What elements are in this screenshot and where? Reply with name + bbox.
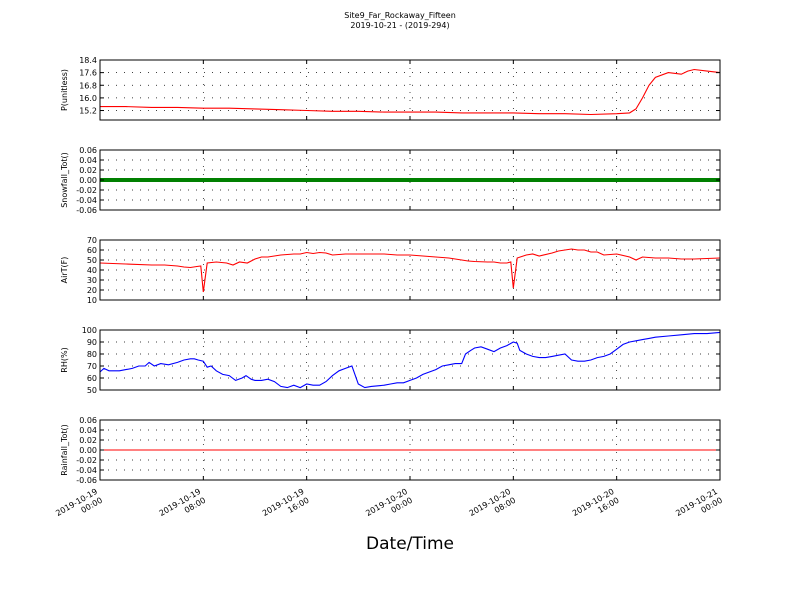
- y-tick-label: 40: [87, 266, 97, 275]
- y-tick-label: -0.04: [76, 196, 97, 205]
- panel-1: 15.2 16.0 16.8 17.6 18.4 P(unitless): [60, 56, 721, 121]
- data-line-series-1: [100, 68, 720, 116]
- y-tick-label: -0.02: [76, 186, 97, 195]
- figure-subtitle: 2019-10-21 - (2019-294): [350, 21, 450, 30]
- y-axis-label: Snowfall_Tot(): [60, 152, 69, 208]
- data-line-series-1: [100, 331, 720, 389]
- y-tick-label: 70: [87, 236, 97, 245]
- y-axis-label: RH(%): [60, 347, 69, 372]
- y-axis-label: P(unitless): [60, 69, 69, 111]
- panel-5: -0.06-0.04-0.020.000.020.040.06 Rainfall_…: [60, 416, 721, 485]
- panel-4: 50 60 70 80 90 100 RH(%): [60, 326, 721, 395]
- x-tick-label: 2019-10-1916:00: [261, 487, 311, 527]
- y-tick-label: 50: [87, 256, 97, 265]
- y-tick-label: 15.2: [79, 107, 97, 116]
- y-tick-label: 100: [82, 326, 97, 335]
- y-tick-label: 30: [87, 276, 97, 285]
- y-tick-label: -0.06: [76, 206, 97, 215]
- y-tick-label: 0.06: [79, 416, 97, 425]
- y-tick-label: 16.8: [79, 81, 97, 90]
- y-tick-label: 0.02: [79, 436, 97, 445]
- x-axis-label: Date/Time: [366, 534, 454, 554]
- y-tick-label: 90: [87, 338, 97, 347]
- y-tick-label: 16.0: [79, 94, 97, 103]
- y-axis-label: Rainfall_Tot(): [60, 424, 69, 476]
- y-tick-label: 0.02: [79, 166, 97, 175]
- data-line-series-1: [100, 248, 720, 293]
- y-tick-label: 0.06: [79, 146, 97, 155]
- y-tick-label: 70: [87, 362, 97, 371]
- y-tick-label: 0.04: [79, 426, 97, 435]
- y-tick-label: 0.04: [79, 156, 97, 165]
- y-tick-label: -0.04: [76, 466, 97, 475]
- y-tick-label: 0.00: [79, 176, 97, 185]
- x-tick-label: 2019-10-2008:00: [468, 487, 518, 527]
- x-tick-label: 2019-10-2000:00: [364, 487, 414, 527]
- y-tick-label: 50: [87, 386, 97, 395]
- y-tick-label: 20: [87, 286, 97, 295]
- y-tick-label: 60: [87, 374, 97, 383]
- y-tick-label: 0.00: [79, 446, 97, 455]
- y-tick-label: -0.02: [76, 456, 97, 465]
- y-tick-label: 18.4: [79, 56, 97, 65]
- figure-title: Site9_Far_Rockaway_Fifteen: [344, 11, 456, 20]
- panel-2: -0.06-0.04-0.020.000.020.040.06 Snowfall_…: [60, 146, 721, 215]
- x-tick-label: 2019-10-1900:00: [54, 487, 104, 527]
- y-tick-label: 60: [87, 246, 97, 255]
- x-tick-label: 2019-10-1908:00: [158, 487, 208, 527]
- y-tick-label: 80: [87, 350, 97, 359]
- x-tick-label: 2019-10-2100:00: [674, 487, 724, 527]
- y-tick-label: 17.6: [79, 69, 97, 78]
- y-tick-label: 10: [87, 296, 97, 305]
- y-axis-label: AirT(F): [60, 257, 69, 284]
- x-tick-label: 2019-10-2016:00: [571, 487, 621, 527]
- y-tick-label: -0.06: [76, 476, 97, 485]
